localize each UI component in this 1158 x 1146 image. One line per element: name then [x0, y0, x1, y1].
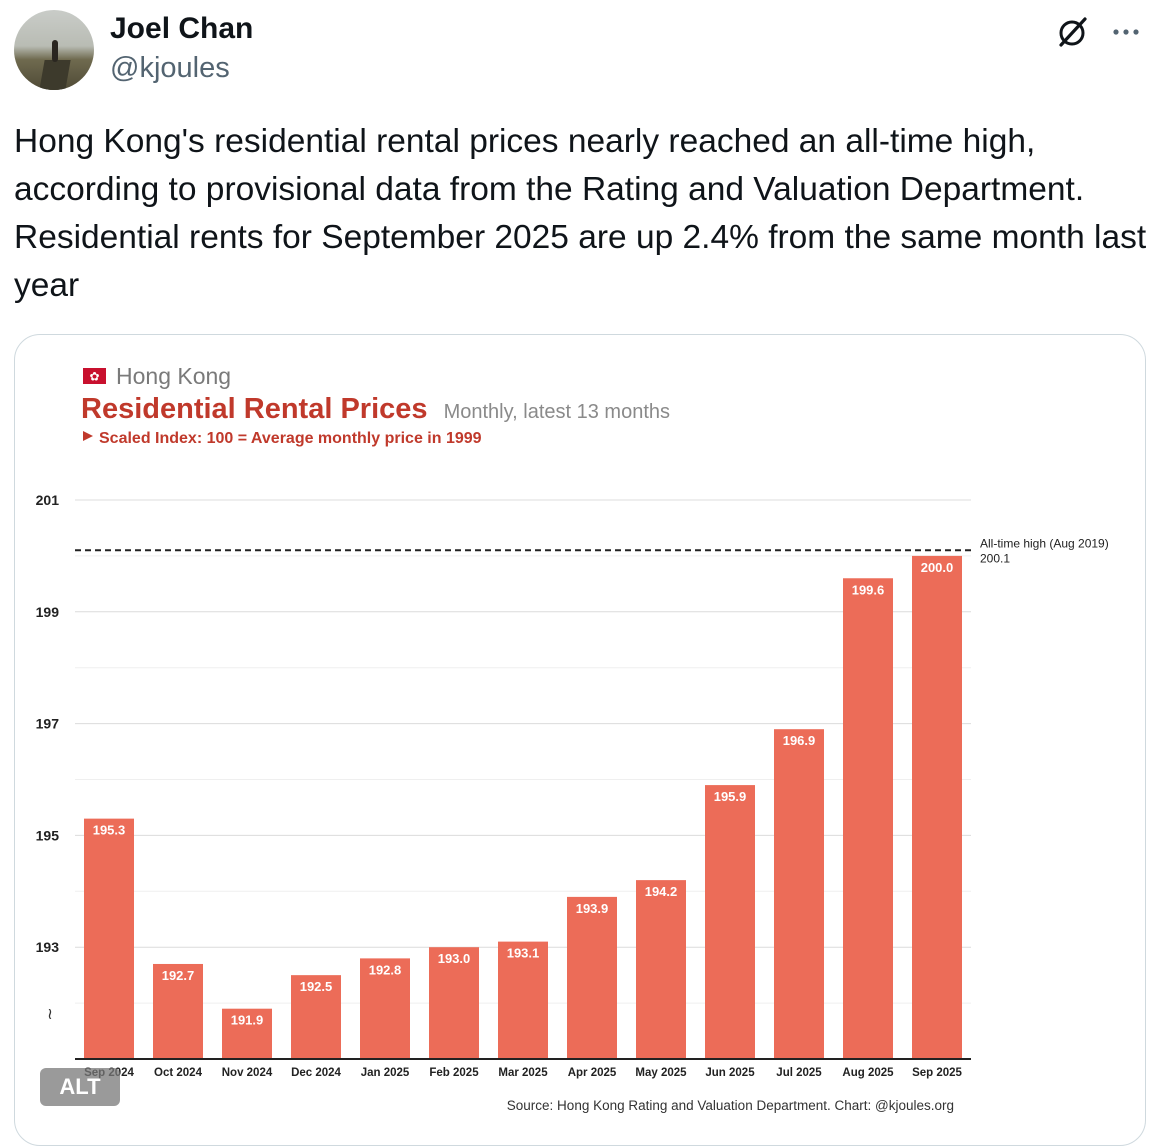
author-handle[interactable]: @kjoules — [110, 52, 230, 84]
bar-value-label: 192.5 — [300, 979, 333, 994]
chart-source: Source: Hong Kong Rating and Valuation D… — [507, 1098, 954, 1113]
bar — [636, 880, 686, 1059]
axis-break-symbol: ≀ — [47, 1006, 53, 1023]
chart-title-main: Residential Rental Prices — [81, 393, 428, 425]
bar — [912, 555, 962, 1059]
chart-note: Scaled Index: 100 = Average monthly pric… — [99, 430, 482, 447]
y-tick-label: 195 — [36, 827, 60, 843]
bar — [291, 975, 341, 1059]
bar-value-label: 193.1 — [507, 946, 540, 961]
bar-value-label: 192.8 — [369, 962, 402, 977]
note-triangle-icon — [83, 431, 93, 441]
bar — [429, 947, 479, 1059]
all-time-high-label: All-time high (Aug 2019) — [980, 536, 1109, 550]
avatar-figure-decoration — [52, 40, 58, 62]
bar — [843, 578, 893, 1059]
author-avatar[interactable] — [14, 10, 94, 90]
bar-value-label: 195.9 — [714, 789, 747, 804]
bar-value-label: 200.0 — [921, 560, 954, 575]
more-dots-icon[interactable] — [1108, 14, 1144, 50]
bar-value-label: 195.3 — [93, 823, 126, 838]
bar — [705, 785, 755, 1059]
x-tick-label: Aug 2025 — [842, 1067, 894, 1079]
alt-badge[interactable]: ALT — [40, 1068, 120, 1106]
x-tick-label: Apr 2025 — [568, 1067, 617, 1079]
bar-value-label: 199.6 — [852, 582, 885, 597]
y-axis-ticks: 193 195 197 199 201 — [36, 492, 60, 955]
bar — [567, 896, 617, 1059]
all-time-high-value: 200.1 — [980, 551, 1010, 565]
x-tick-label: Jul 2025 — [776, 1067, 822, 1079]
bar — [774, 729, 824, 1059]
avatar-path-decoration — [39, 60, 71, 90]
flag-flower-glyph: ✿ — [89, 370, 99, 384]
chart-header: ✿ Hong Kong Residential Rental Prices Mo… — [81, 363, 670, 447]
bar — [360, 958, 410, 1059]
bar — [153, 963, 203, 1059]
x-tick-label: Oct 2024 — [154, 1067, 203, 1079]
bar — [84, 818, 134, 1059]
y-tick-label: 193 — [36, 939, 60, 955]
y-tick-label: 199 — [36, 604, 60, 620]
author-name[interactable]: Joel Chan — [110, 12, 254, 45]
chart-bars — [84, 555, 962, 1059]
x-tick-label: Sep 2025 — [912, 1067, 962, 1079]
x-tick-label: Jun 2025 — [705, 1067, 755, 1079]
x-tick-label: Dec 2024 — [291, 1067, 341, 1079]
x-tick-label: May 2025 — [635, 1067, 687, 1079]
grok-icon[interactable] — [1054, 14, 1090, 50]
chart-title: Residential Rental Prices Monthly, lates… — [81, 393, 670, 425]
bar-value-label: 193.0 — [438, 951, 471, 966]
bar-value-label: 194.2 — [645, 884, 678, 899]
bar-value-label: 192.7 — [162, 968, 195, 983]
bar — [222, 1008, 272, 1059]
hong-kong-flag-icon — [83, 368, 106, 384]
x-tick-label: Feb 2025 — [429, 1067, 479, 1079]
bar-value-label: 191.9 — [231, 1013, 264, 1028]
bar — [498, 941, 548, 1059]
bar-value-labels: 195.3 192.7 191.9 192.5 192.8 193.0 193.1 193.9… — [93, 560, 954, 1028]
chart-gridlines — [75, 499, 971, 1004]
bar-value-label: 196.9 — [783, 733, 816, 748]
rental-price-chart: ✿ Hong Kong Residential Rental Prices Mo… — [36, 363, 1109, 1113]
chart-subtitle: Monthly, latest 13 months — [444, 401, 670, 423]
y-tick-label: 197 — [36, 716, 60, 732]
x-tick-label: Nov 2024 — [222, 1067, 273, 1079]
chart-region: Hong Kong — [116, 363, 231, 389]
y-tick-label: 201 — [36, 492, 60, 508]
media-card[interactable]: ✿ Hong Kong Residential Rental Prices Mo… — [14, 334, 1146, 1146]
x-tick-label: Mar 2025 — [498, 1067, 548, 1079]
tweet-text: Hong Kong's residential rental prices ne… — [14, 123, 1147, 304]
x-tick-label: Jan 2025 — [361, 1067, 410, 1079]
bar-value-label: 193.9 — [576, 901, 609, 916]
